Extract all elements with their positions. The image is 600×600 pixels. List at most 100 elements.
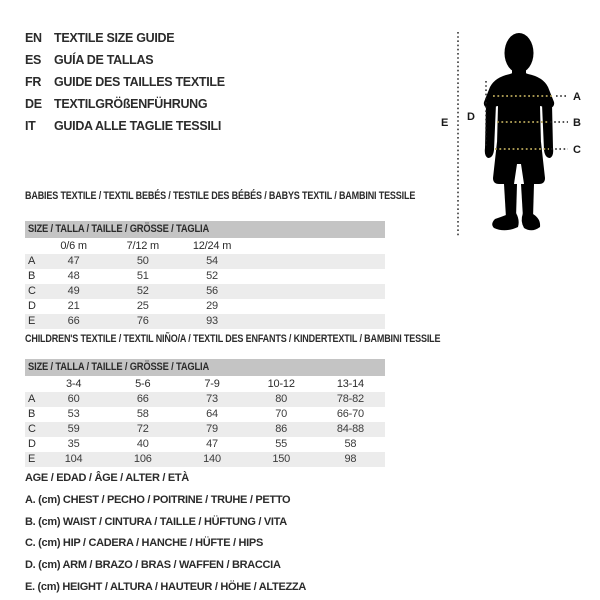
size-header-bar: SIZE / TALLA / TAILLE / GRÖSSE / TAGLIA — [25, 359, 385, 376]
table-row: D 21 25 29 — [25, 299, 385, 314]
table-cell: 47 — [206, 438, 218, 450]
table-cell: 35 — [67, 438, 80, 450]
row-label: E — [28, 453, 36, 465]
table-cell: 56 — [206, 285, 218, 297]
marker-e-label: E — [441, 117, 448, 129]
language-item-fr: FR GUIDE DES TAILLES TEXTILE — [25, 71, 225, 93]
table-cell: 54 — [206, 255, 218, 267]
legend-line-age: AGE / EDAD / ÂGE / ALTER / ETÀ — [25, 472, 189, 484]
measurement-legend: AGE / EDAD / ÂGE / ALTER / ETÀ A. (cm) C… — [25, 468, 306, 599]
marker-b-label: B — [573, 117, 581, 129]
row-label: D — [28, 438, 36, 450]
row-label: C — [28, 285, 36, 297]
language-item-it: IT GUIDA ALLE TAGLIE TESSILI — [25, 115, 225, 137]
children-section-heading: CHILDREN'S TEXTILE / TEXTIL NIÑO/A / TEX… — [25, 333, 441, 345]
marker-c-label: C — [573, 144, 581, 156]
language-code: FR — [25, 75, 42, 89]
row-label: B — [28, 270, 36, 282]
table-row: B 48 51 52 — [25, 269, 385, 284]
table-row: C 59 72 79 86 84-88 — [25, 422, 385, 437]
column-header: 0/6 m — [60, 240, 87, 252]
table-cell: 78-82 — [336, 393, 364, 405]
row-label: A — [28, 393, 36, 405]
table-cell: 48 — [67, 270, 80, 282]
table-cell: 66 — [67, 315, 80, 327]
table-cell: 51 — [136, 270, 149, 282]
language-code: ES — [25, 53, 42, 67]
table-cell: 64 — [206, 408, 218, 420]
babies-size-table: SIZE / TALLA / TAILLE / GRÖSSE / TAGLIA … — [25, 221, 385, 329]
column-header: 13-14 — [336, 378, 364, 390]
language-list: EN TEXTILE SIZE GUIDE ES GUÍA DE TALLAS … — [25, 27, 225, 137]
table-cell: 98 — [344, 453, 357, 465]
measurement-figure: E D A B C — [435, 12, 600, 242]
size-header-bar: SIZE / TALLA / TAILLE / GRÖSSE / TAGLIA — [25, 221, 385, 238]
row-label: A — [28, 255, 36, 267]
table-cell: 58 — [344, 438, 357, 450]
table-cell: 53 — [67, 408, 80, 420]
legend-line-height: E. (cm) HEIGHT / ALTURA / HAUTEUR / HÖHE… — [25, 580, 306, 593]
table-cell: 60 — [67, 393, 80, 405]
table-cell: 50 — [136, 255, 149, 267]
table-cell: 150 — [272, 453, 291, 465]
babies-section-heading: BABIES TEXTILE / TEXTIL BEBÉS / TESTILE … — [25, 190, 416, 202]
language-label: GUIDA ALLE TAGLIE TESSILI — [54, 119, 222, 133]
column-header: 7-9 — [204, 378, 220, 390]
table-row: E 104 106 140 150 98 — [25, 452, 385, 467]
children-size-table: SIZE / TALLA / TAILLE / GRÖSSE / TAGLIA … — [25, 359, 385, 467]
column-header: 5-6 — [135, 378, 151, 390]
language-label: GUÍA DE TALLAS — [54, 53, 154, 67]
table-cell: 86 — [275, 423, 288, 435]
language-label: GUIDE DES TAILLES TEXTILE — [54, 75, 225, 89]
table-cell: 80 — [275, 393, 288, 405]
legend-line-hip: C. (cm) HIP / CADERA / HANCHE / HÜFTE / … — [25, 537, 263, 550]
table-cell: 104 — [64, 453, 83, 465]
table-cell: 52 — [136, 285, 149, 297]
table-cell: 84-88 — [336, 423, 364, 435]
table-cell: 59 — [67, 423, 80, 435]
legend-line-arm: D. (cm) ARM / BRAZO / BRAS / WAFFEN / BR… — [25, 559, 281, 572]
marker-d-label: D — [467, 111, 475, 123]
table-cell: 70 — [275, 408, 288, 420]
language-code: EN — [25, 31, 42, 45]
table-row: D 35 40 47 55 58 — [25, 437, 385, 452]
table-cell: 21 — [67, 300, 80, 312]
column-header: 10-12 — [267, 378, 295, 390]
child-silhouette-diagram: E D A B C — [441, 32, 581, 237]
table-cell: 49 — [67, 285, 80, 297]
marker-a-label: A — [573, 91, 581, 103]
table-cell: 140 — [203, 453, 221, 465]
language-code: IT — [25, 119, 36, 133]
table-column-headers: 3-4 5-6 7-9 10-12 13-14 — [25, 376, 385, 392]
language-item-es: ES GUÍA DE TALLAS — [25, 49, 225, 71]
language-item-de: DE TEXTILGRÖßENFÜHRUNG — [25, 93, 225, 115]
table-cell: 106 — [133, 453, 152, 465]
table-cell: 29 — [206, 300, 218, 312]
table-cell: 76 — [136, 315, 149, 327]
table-row: A 60 66 73 80 78-82 — [25, 392, 385, 407]
legend-line-waist: B. (cm) WAIST / CINTURA / TAILLE / HÜFTU… — [25, 515, 287, 528]
row-label: B — [28, 408, 36, 420]
table-cell: 66 — [136, 393, 149, 405]
table-column-headers: 0/6 m 7/12 m 12/24 m — [25, 238, 385, 254]
language-item-en: EN TEXTILE SIZE GUIDE — [25, 27, 225, 49]
row-label: C — [28, 423, 36, 435]
column-header: 12/24 m — [192, 240, 232, 252]
column-header: 3-4 — [65, 378, 82, 390]
table-cell: 52 — [206, 270, 218, 282]
table-cell: 58 — [136, 408, 149, 420]
child-silhouette-icon — [483, 33, 555, 231]
table-cell: 79 — [206, 423, 218, 435]
table-row: E 66 76 93 — [25, 314, 385, 329]
table-row: C 49 52 56 — [25, 284, 385, 299]
legend-line-chest: A. (cm) CHEST / PECHO / POITRINE / TRUHE… — [25, 493, 291, 506]
table-cell: 72 — [136, 423, 149, 435]
table-row: A 47 50 54 — [25, 254, 385, 269]
column-header: 7/12 m — [126, 240, 160, 252]
language-label: TEXTILE SIZE GUIDE — [54, 31, 175, 45]
row-label: E — [28, 315, 36, 327]
row-label: D — [28, 300, 36, 312]
table-cell: 55 — [275, 438, 288, 450]
language-code: DE — [25, 97, 42, 111]
table-cell: 47 — [67, 255, 80, 267]
